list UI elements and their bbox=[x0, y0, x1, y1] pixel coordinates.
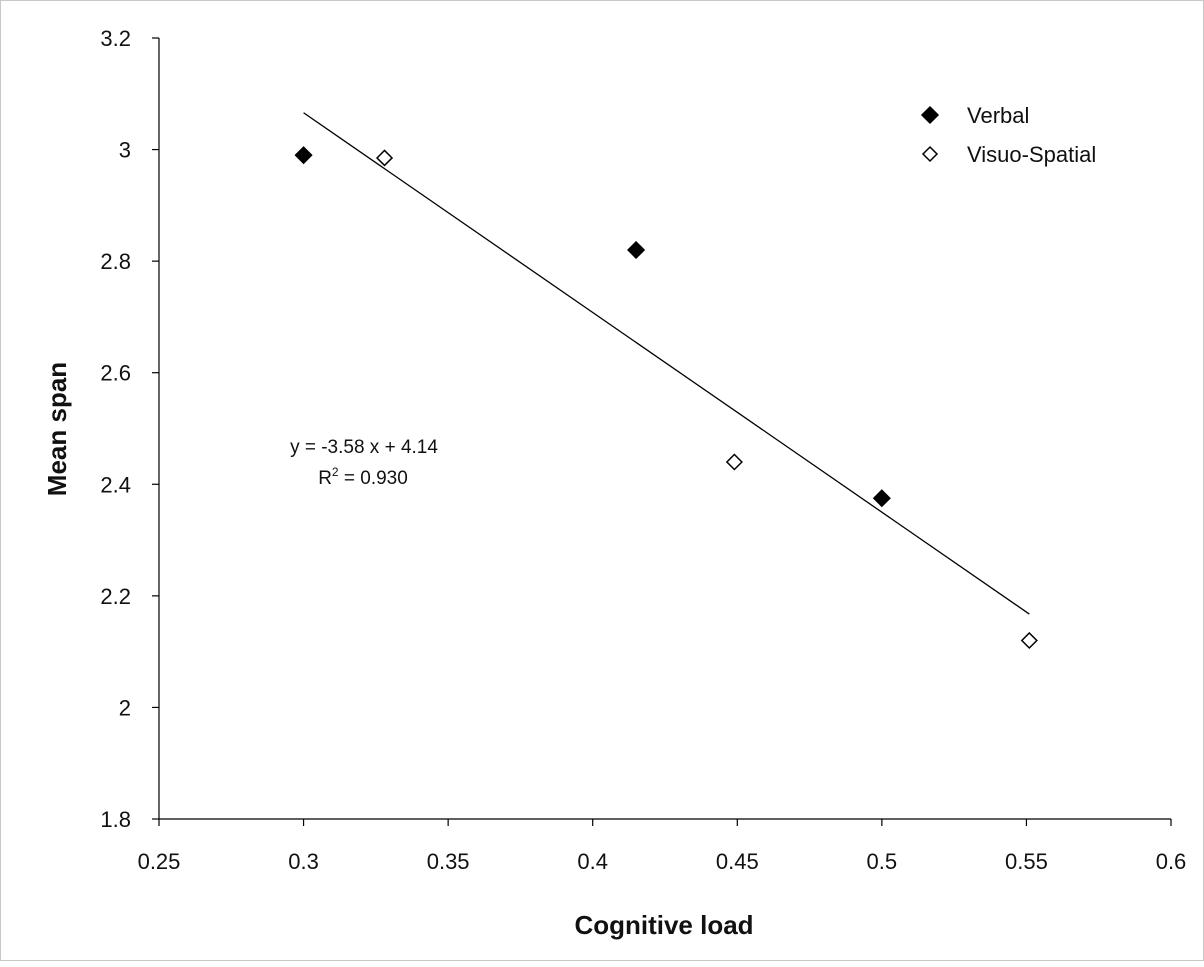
y-tick-label: 3 bbox=[119, 138, 131, 163]
y-tick-label: 2 bbox=[119, 695, 131, 720]
y-tick-label: 1.8 bbox=[100, 807, 131, 832]
data-point-visuo-spatial bbox=[375, 149, 394, 167]
y-tick-label: 3.2 bbox=[100, 26, 131, 51]
y-axis-title: Mean span bbox=[42, 362, 72, 496]
regression-equation: y = -3.58 x + 4.14 bbox=[290, 437, 438, 458]
legend-marker-visuo-spatial bbox=[921, 145, 939, 163]
trendline-group bbox=[303, 112, 1030, 615]
x-tick-label: 0.35 bbox=[427, 849, 470, 874]
regression-annotation: y = -3.58 x + 4.14 R2 = 0.930 bbox=[290, 437, 438, 489]
x-tick-label: 0.25 bbox=[138, 849, 181, 874]
x-axis-title: Cognitive load bbox=[574, 910, 753, 940]
y-tick-label: 2.6 bbox=[100, 361, 131, 386]
data-point-verbal bbox=[872, 489, 891, 508]
data-point-verbal bbox=[627, 240, 646, 260]
x-tick-label: 0.3 bbox=[288, 849, 319, 874]
y-tick-label: 2.4 bbox=[100, 472, 131, 497]
ticks: 1.8 2 2.2 2.4 2.6 2.8 3 3.2 0.25 0.3 0.35 0.4 0.45 0.… bbox=[100, 26, 1186, 874]
x-tick-label: 0.6 bbox=[1156, 849, 1187, 874]
r-squared-prefix: R bbox=[318, 468, 332, 489]
legend: Verbal Visuo-Spatial bbox=[920, 103, 1096, 167]
axes bbox=[158, 38, 1171, 820]
data-point-verbal bbox=[294, 146, 313, 165]
trendline bbox=[303, 112, 1030, 615]
r-squared-superscript: 2 bbox=[332, 465, 339, 479]
legend-label-verbal: Verbal bbox=[967, 103, 1029, 128]
r-squared-value: = 0.930 bbox=[339, 468, 408, 489]
r-squared-label: R2 = 0.930 bbox=[318, 465, 408, 489]
y-tick-label: 2.8 bbox=[100, 249, 131, 274]
data-point-visuo-spatial bbox=[1020, 631, 1038, 650]
legend-marker-verbal bbox=[920, 105, 940, 125]
x-tick-label: 0.4 bbox=[577, 849, 608, 874]
y-tick-label: 2.2 bbox=[100, 584, 131, 609]
data-point-visuo-spatial bbox=[725, 453, 743, 471]
x-tick-label: 0.5 bbox=[867, 849, 898, 874]
legend-label-visuo-spatial: Visuo-Spatial bbox=[967, 142, 1096, 167]
data-points bbox=[294, 146, 1038, 650]
x-tick-label: 0.45 bbox=[716, 849, 759, 874]
x-tick-label: 0.55 bbox=[1005, 849, 1048, 874]
